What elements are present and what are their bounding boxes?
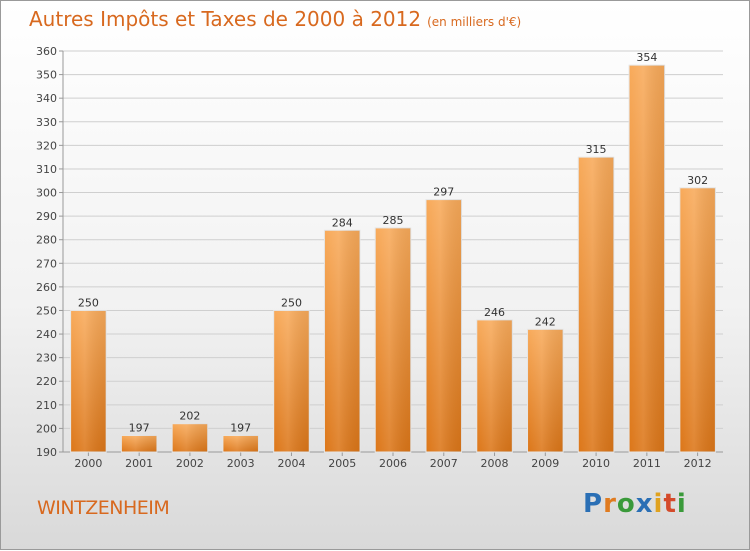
bar-shine <box>222 435 259 452</box>
y-tick-label: 300 <box>36 187 57 200</box>
y-tick-label: 190 <box>36 446 57 459</box>
bar-shine <box>578 157 614 452</box>
bar-shine <box>527 329 564 452</box>
x-tick-label: 2008 <box>481 457 509 470</box>
bar-value-label: 202 <box>179 410 200 423</box>
x-tick-label: 2009 <box>531 457 559 470</box>
y-tick-label: 210 <box>36 399 57 412</box>
bar-shine <box>629 65 665 452</box>
bar-value-label: 284 <box>332 216 353 229</box>
bar-shine <box>121 435 157 452</box>
bar-shine <box>70 310 107 452</box>
bar-shine <box>375 227 411 452</box>
y-tick-label: 250 <box>36 304 57 317</box>
bar-value-label: 250 <box>78 296 99 309</box>
x-tick-label: 2001 <box>125 457 153 470</box>
logo-letter: x <box>635 489 654 519</box>
city-name: WINTZENHEIM <box>37 497 170 519</box>
y-tick-label: 340 <box>36 92 57 105</box>
logo-letter: i <box>676 489 687 519</box>
bar-value-label: 197 <box>230 421 251 434</box>
x-tick-label: 2003 <box>227 457 255 470</box>
logo-letter: r <box>603 489 617 519</box>
logo-letter: t <box>663 489 677 519</box>
x-tick-label: 2010 <box>582 457 610 470</box>
bar-value-label: 197 <box>129 421 150 434</box>
y-tick-label: 220 <box>36 375 57 388</box>
y-tick-label: 310 <box>36 163 57 176</box>
x-tick-label: 2002 <box>176 457 204 470</box>
logo-letter: o <box>616 489 636 519</box>
y-tick-label: 230 <box>36 352 57 365</box>
bar-value-label: 285 <box>383 214 404 227</box>
y-tick-label: 320 <box>36 139 57 152</box>
x-tick-label: 2006 <box>379 457 407 470</box>
y-tick-label: 350 <box>36 69 57 82</box>
bar-value-label: 315 <box>586 143 607 156</box>
y-tick-label: 290 <box>36 210 57 223</box>
chart-title: Autres Impôts et Taxes de 2000 à 2012 (en… <box>29 7 522 31</box>
bar-value-label: 246 <box>484 306 505 319</box>
chart-unit: (en milliers d'€) <box>427 15 522 29</box>
bar-shine <box>324 230 360 452</box>
x-tick-label: 2007 <box>430 457 458 470</box>
bar-shine <box>476 319 513 452</box>
bar-shine <box>172 423 208 452</box>
logo-letter: P <box>583 489 604 519</box>
bar-shine <box>273 310 310 452</box>
logo-letter: i <box>653 489 664 519</box>
bar-value-label: 242 <box>535 315 556 328</box>
y-tick-label: 270 <box>36 257 57 270</box>
bar-value-label: 302 <box>687 174 708 187</box>
y-tick-label: 280 <box>36 234 57 247</box>
bar-shine <box>426 199 462 452</box>
bar-value-label: 250 <box>281 296 302 309</box>
bar-shine <box>679 187 716 452</box>
x-tick-label: 2011 <box>633 457 661 470</box>
x-tick-label: 2012 <box>684 457 712 470</box>
y-tick-label: 200 <box>36 422 57 435</box>
y-tick-label: 330 <box>36 116 57 129</box>
y-tick-label: 240 <box>36 328 57 341</box>
bar-value-label: 354 <box>636 51 657 64</box>
y-tick-label: 360 <box>36 45 57 58</box>
x-tick-label: 2005 <box>328 457 356 470</box>
x-tick-label: 2004 <box>277 457 305 470</box>
bar-value-label: 297 <box>433 186 454 199</box>
x-tick-label: 2000 <box>74 457 102 470</box>
y-tick-label: 260 <box>36 281 57 294</box>
proxiti-logo: Proxiti <box>583 489 687 519</box>
